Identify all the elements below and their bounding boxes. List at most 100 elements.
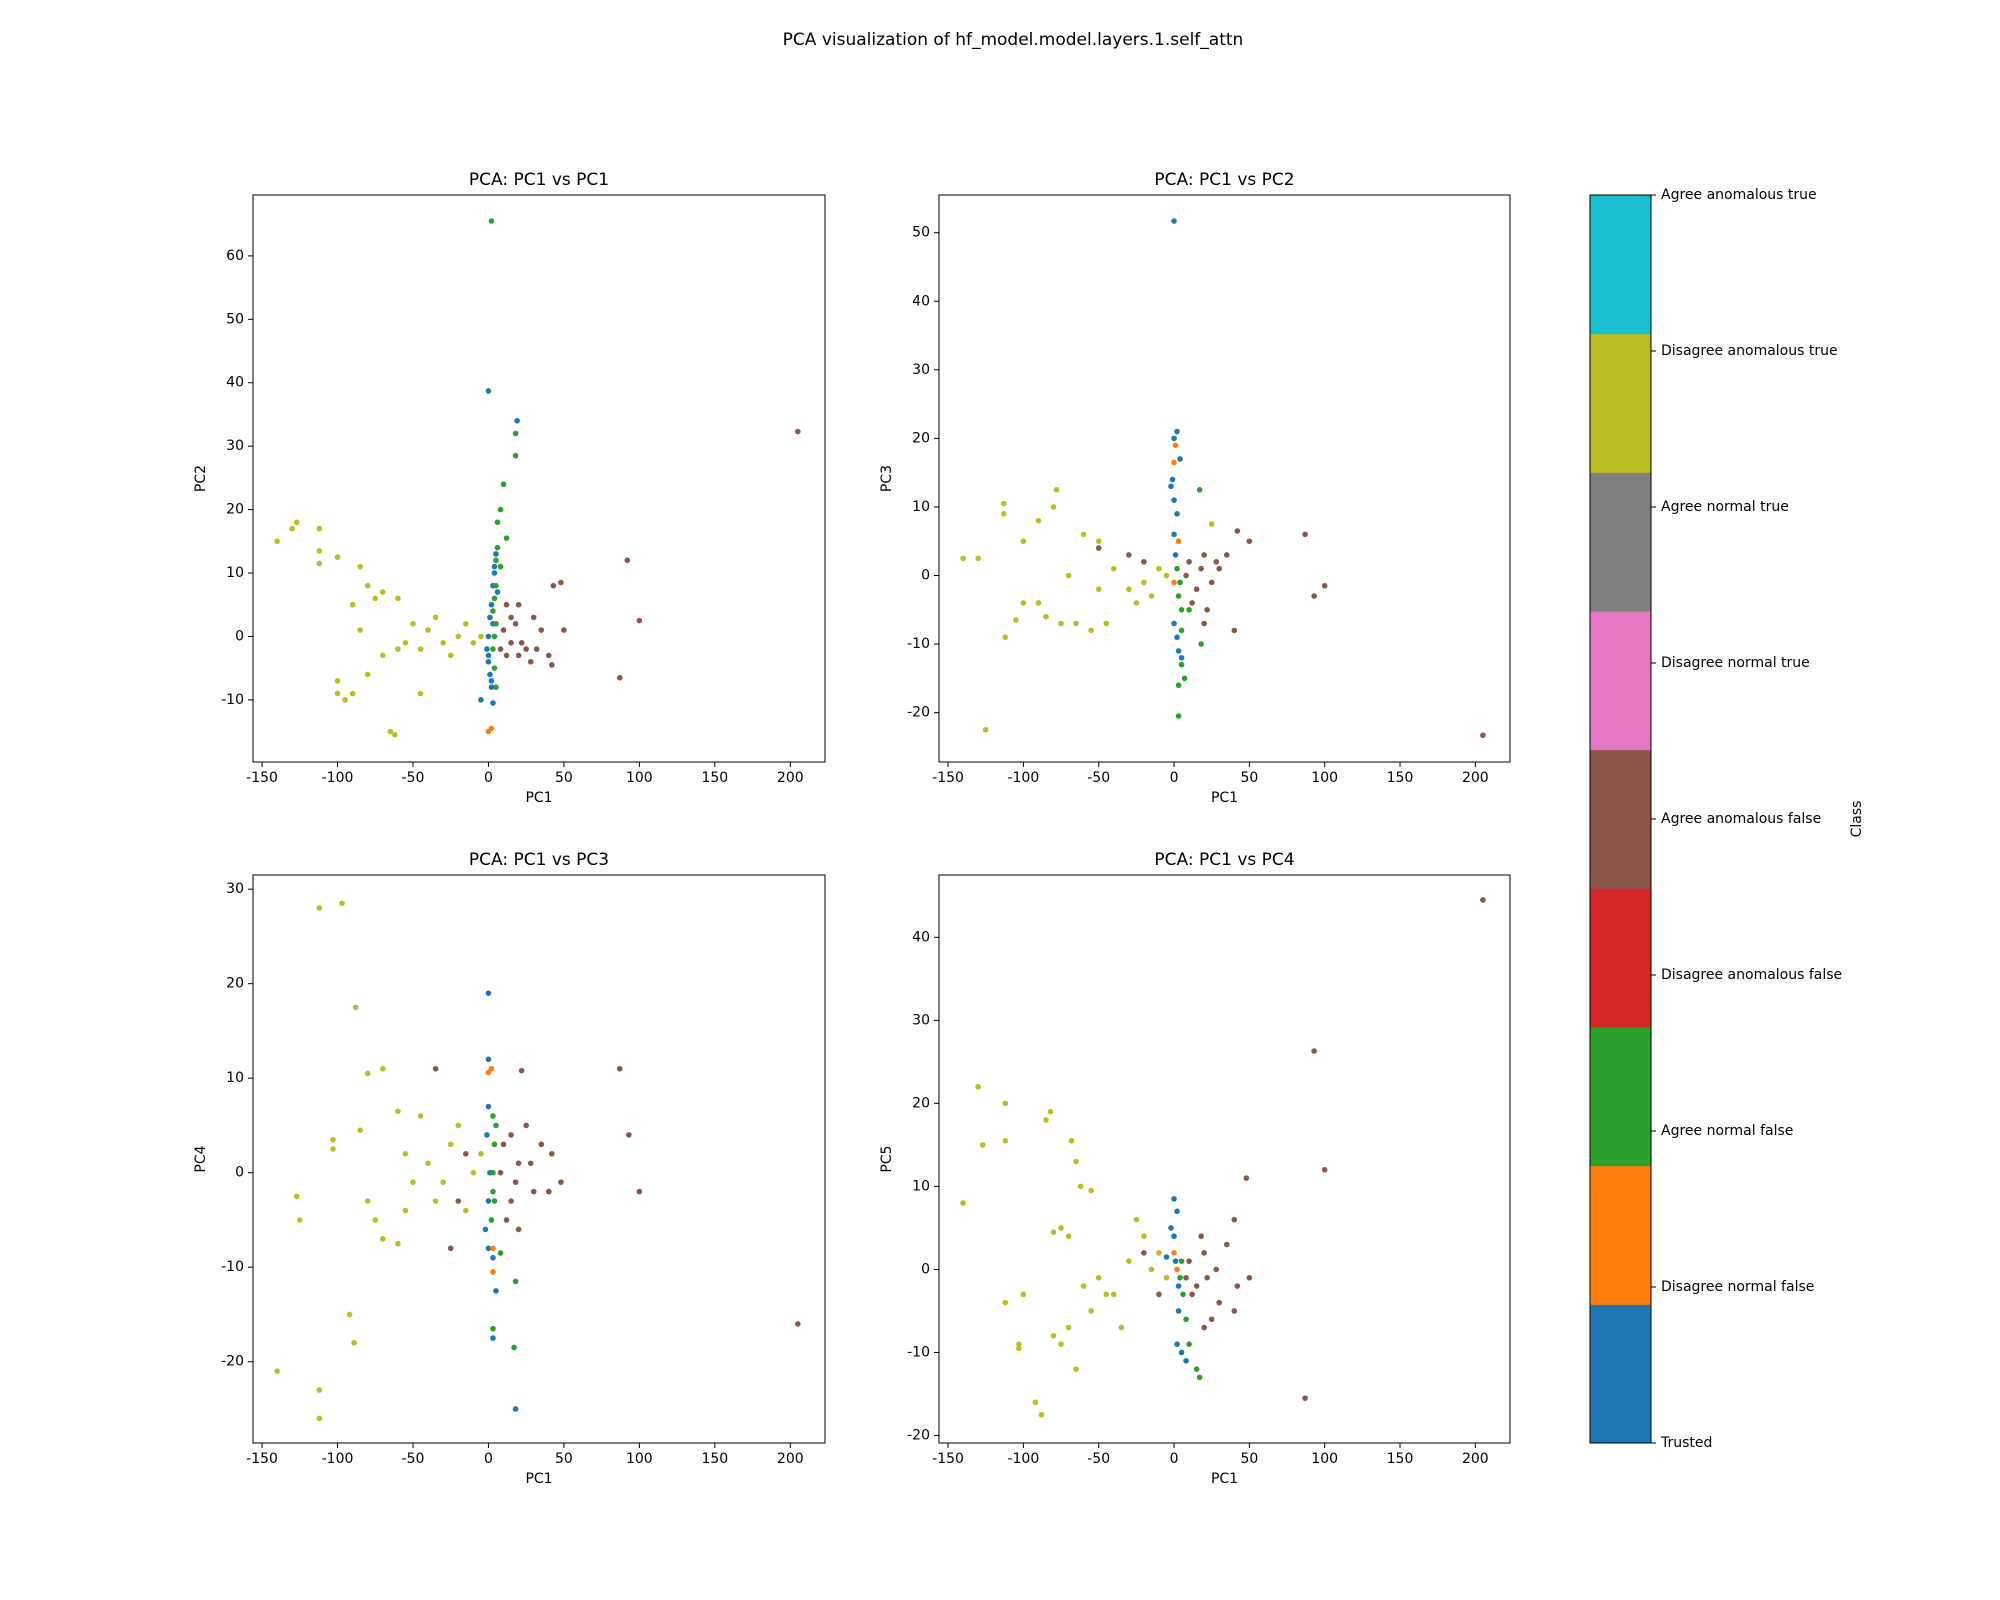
x-tick-label: 150 <box>701 770 728 786</box>
scatter-point <box>497 1169 504 1176</box>
scatter-point <box>1198 641 1204 647</box>
scatter-point <box>1175 1283 1182 1289</box>
scatter-point <box>497 563 504 570</box>
x-tick-label: -50 <box>1087 770 1110 786</box>
scatter-point <box>1204 606 1210 613</box>
scatter-point <box>1178 606 1185 613</box>
y-tick-label: 10 <box>226 565 244 581</box>
scatter-point <box>491 665 498 671</box>
x-tick-label: 150 <box>701 1451 728 1467</box>
subplot-title: PCA: PC1 vs PC3 <box>469 850 609 870</box>
scatter-point <box>392 731 398 738</box>
colorbar-segment <box>1590 749 1651 889</box>
scatter-point <box>960 1200 966 1206</box>
scatter-point <box>1013 617 1019 623</box>
scatter-point <box>1171 497 1177 503</box>
point-series <box>432 1065 801 1327</box>
scatter-point <box>491 633 498 640</box>
colorbar-tick-label: Agree anomalous false <box>1661 811 1821 827</box>
scatter-point <box>1174 1341 1180 1347</box>
scatter-point <box>497 1250 504 1256</box>
scatter-point <box>1198 565 1204 572</box>
scatter-point <box>1171 579 1177 586</box>
scatter-point <box>1175 682 1182 689</box>
scatter-point <box>1193 1366 1200 1372</box>
scatter-point <box>616 1065 623 1072</box>
scatter-point <box>1311 1048 1317 1054</box>
scatter-point <box>1171 1250 1177 1256</box>
scatter-point <box>490 1188 496 1195</box>
scatter-point <box>490 1113 496 1119</box>
y-tick-label: 60 <box>226 248 244 264</box>
scatter-point <box>1110 565 1117 572</box>
scatter-point <box>1088 627 1094 634</box>
scatter-point <box>493 620 499 627</box>
scatter-point <box>533 646 540 652</box>
x-tick-label: 200 <box>777 770 804 786</box>
scatter-point <box>491 570 498 576</box>
scatter-point <box>1204 1274 1210 1281</box>
point-series <box>1171 1250 1180 1273</box>
scatter-point <box>1126 586 1132 593</box>
scatter-point <box>491 1198 498 1204</box>
scatter-point <box>1058 1341 1064 1347</box>
scatter-point <box>1047 1108 1054 1115</box>
scatter-point <box>1480 732 1486 739</box>
scatter-point <box>1178 1349 1185 1356</box>
scatter-point <box>1172 552 1179 558</box>
scatter-point <box>387 728 394 735</box>
y-tick-label: 10 <box>226 1070 244 1086</box>
scatter-point <box>511 1344 517 1351</box>
scatter-point <box>488 1217 495 1223</box>
scatter-point <box>425 627 431 633</box>
scatter-point <box>538 1141 545 1148</box>
x-tick-label: -100 <box>322 770 354 786</box>
scatter-point <box>1058 1225 1064 1231</box>
scatter-point <box>1002 1100 1009 1107</box>
scatter-point <box>379 1065 386 1072</box>
subplot-title: PCA: PC1 vs PC4 <box>1154 850 1294 870</box>
scatter-point <box>490 646 496 652</box>
scatter-point <box>1126 1258 1132 1264</box>
x-tick-label: 100 <box>1311 770 1338 786</box>
x-axis-label: PC1 <box>1211 1471 1238 1487</box>
x-tick-label: 100 <box>626 1451 653 1467</box>
scatter-point <box>488 218 495 224</box>
scatter-point <box>1183 1357 1189 1364</box>
scatter-point <box>518 1067 525 1074</box>
scatter-point <box>357 627 363 633</box>
scatter-point <box>1016 1345 1022 1352</box>
scatter-point <box>1002 1299 1009 1306</box>
point-series <box>960 1083 1170 1418</box>
scatter-point <box>432 1198 439 1204</box>
scatter-point <box>636 1188 643 1195</box>
x-tick-label: 100 <box>1311 1451 1338 1467</box>
scatter-point <box>1002 1137 1009 1144</box>
scatter-point <box>1186 606 1192 613</box>
scatter-point <box>478 697 484 703</box>
scatter-point <box>512 1179 519 1185</box>
scatter-point <box>503 601 510 608</box>
scatter-point <box>1171 1196 1177 1202</box>
scatter-point <box>490 1335 496 1341</box>
scatter-point <box>1020 600 1027 606</box>
scatter-point <box>515 1160 522 1167</box>
scatter-point <box>1246 1274 1253 1281</box>
x-axis-label: PC1 <box>1211 790 1238 806</box>
scatter-point <box>488 725 495 732</box>
scatter-point <box>425 1160 431 1167</box>
x-axis-label: PC1 <box>525 790 552 806</box>
scatter-point <box>1020 538 1027 545</box>
scatter-point <box>1050 1229 1057 1235</box>
scatter-point <box>485 652 492 659</box>
scatter-point <box>546 652 552 659</box>
scatter-point <box>1216 1299 1223 1306</box>
scatter-point <box>1208 579 1215 586</box>
scatter-point <box>455 1198 462 1204</box>
colorbar-segment <box>1590 195 1651 335</box>
scatter-point <box>402 639 409 646</box>
x-tick-label: -100 <box>1007 1451 1039 1467</box>
scatter-point <box>1302 1395 1308 1401</box>
scatter-point <box>1133 1216 1140 1223</box>
scatter-point <box>274 1368 280 1374</box>
